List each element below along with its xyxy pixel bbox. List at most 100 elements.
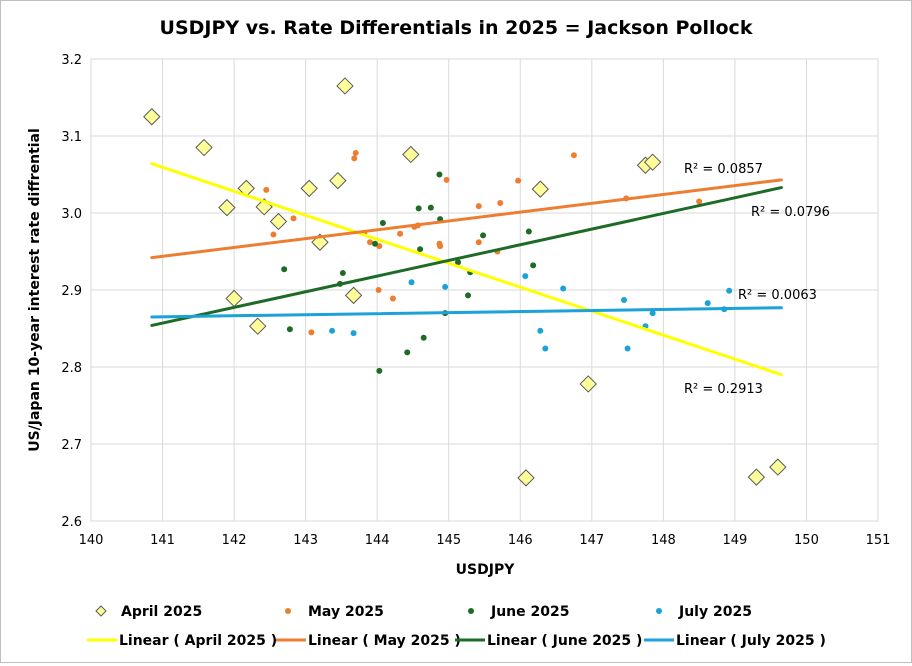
april-2025-point [344, 286, 363, 305]
may-2025-point [375, 287, 382, 293]
may-2025-point [263, 186, 270, 193]
y-axis-title: US/Japan 10-year interest rate diffrenti… [27, 128, 43, 452]
legend-marker [656, 608, 662, 614]
june-2025-point [339, 270, 346, 277]
april-2025-point [195, 138, 213, 157]
legend-marker [95, 605, 107, 617]
legend-label: April 2025 [121, 604, 202, 620]
may-2025-point [570, 152, 577, 159]
y-tick-label: 3.0 [61, 207, 82, 222]
legend-label: June 2025 [490, 604, 569, 620]
may-2025-point [515, 177, 522, 184]
r-squared-label: R² = 0.0857 [684, 162, 763, 177]
x-tick-label: 142 [222, 533, 247, 548]
x-tick-label: 147 [579, 533, 604, 548]
may-2025-point [389, 295, 396, 302]
y-tick-label: 2.9 [61, 284, 82, 299]
june-2025-point [427, 204, 434, 211]
june-2025-point [372, 240, 379, 247]
may-2025-point [497, 199, 504, 206]
legend-label: Linear ( May 2025 ) [308, 633, 461, 649]
june-2025-point [404, 349, 411, 356]
april-2025-point [517, 469, 535, 487]
linear-april-2025-trendline [150, 162, 783, 377]
may-2025-point [397, 230, 404, 237]
may-2025-point [475, 239, 482, 246]
june-2025-point [376, 367, 383, 374]
legend-marker [468, 608, 474, 614]
may-2025-point [270, 231, 277, 238]
y-tick-label: 3.2 [61, 53, 82, 68]
x-tick-label: 141 [150, 533, 175, 548]
july-2025-point [522, 273, 529, 280]
x-axis-ticks: 140 141 142 143 144 145 146 147 148 149 150 151 [79, 533, 891, 548]
trendlines [150, 162, 783, 377]
july-2025-point [649, 310, 656, 317]
legend-label: Linear ( July 2025 ) [676, 633, 826, 649]
july-2025-point [350, 330, 357, 337]
june-2025-point [525, 228, 532, 235]
x-tick-label: 150 [794, 533, 819, 548]
july-2025-point [704, 300, 711, 307]
june-2025-point [281, 266, 288, 273]
july-2025-point [408, 279, 415, 286]
april-2025-point [579, 375, 597, 393]
chart-title: USDJPY vs. Rate Differentials in 2025 = … [160, 17, 753, 39]
may-2025-point [351, 155, 358, 162]
linear-june-2025-trendline [150, 186, 783, 327]
may-2025-point [352, 149, 359, 156]
linear-may-2025-trendline [150, 178, 783, 260]
july-2025-point [537, 327, 544, 334]
plot-area [90, 58, 879, 522]
y-tick-label: 2.6 [61, 515, 82, 530]
grid-lines [90, 58, 879, 522]
legend: April 2025 May 2025 June 2025 July 2025 Line… [87, 604, 826, 649]
june-2025-point [417, 246, 424, 253]
june-2025-point [379, 220, 386, 227]
april-2025-point [218, 198, 236, 217]
x-tick-label: 143 [293, 533, 318, 548]
may-2025-point [290, 215, 297, 222]
legend-marker [285, 608, 291, 614]
x-tick-label: 145 [436, 533, 461, 548]
june-2025-point [465, 292, 472, 299]
x-axis-title: USDJPY [456, 562, 516, 578]
x-tick-label: 148 [651, 533, 676, 548]
april-2025-point [747, 468, 766, 486]
may-2025-point [443, 176, 450, 183]
april-2025-point [248, 317, 267, 335]
r-squared-label: R² = 0.0063 [738, 288, 817, 303]
april-2025-point [643, 153, 662, 171]
r-squared-label: R² = 0.0796 [751, 205, 830, 220]
july-2025-point [621, 297, 628, 304]
legend-label: Linear ( April 2025 ) [119, 633, 277, 649]
june-2025-point [415, 205, 422, 212]
legend-label: May 2025 [308, 604, 384, 620]
y-axis-ticks: 2.6 2.7 2.8 2.9 3.0 3.1 3.2 [61, 53, 82, 530]
april-2025-point [531, 180, 550, 198]
april-2025-point [329, 171, 347, 190]
x-tick-label: 144 [365, 533, 390, 548]
x-tick-label: 151 [866, 533, 891, 548]
april-2025-point [769, 458, 787, 476]
x-tick-label: 146 [508, 533, 533, 548]
r-squared-label: R² = 0.2913 [684, 382, 763, 397]
legend-label: Linear ( June 2025 ) [487, 633, 642, 649]
july-2025-point [329, 327, 336, 334]
legend-label: July 2025 [678, 604, 752, 620]
x-tick-label: 140 [79, 533, 104, 548]
may-2025-point [437, 243, 444, 250]
june-2025-point [455, 259, 462, 266]
april-2025-point [336, 77, 354, 95]
june-2025-point [420, 334, 427, 341]
r-squared-labels: R² = 0.2913 R² = 0.0857 R² = 0.0796 R² = 0.… [684, 162, 830, 397]
may-2025-point [696, 198, 703, 205]
july-2025-point [560, 285, 567, 292]
june-2025-point [436, 171, 443, 178]
linear-july-2025-trendline [150, 306, 783, 319]
july-2025-point [726, 287, 733, 294]
y-tick-label: 2.8 [61, 361, 82, 376]
june-2025-point [530, 262, 537, 269]
